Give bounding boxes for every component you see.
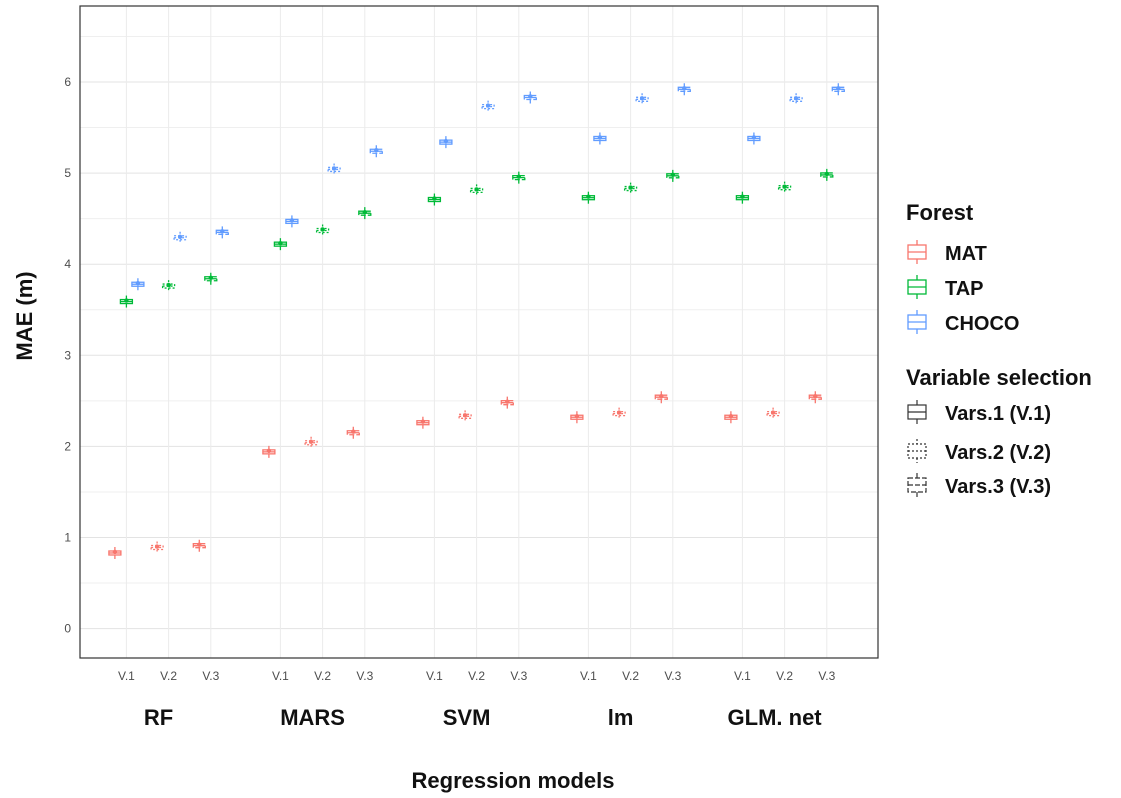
legend-key-vars3: [907, 473, 927, 497]
y-tick-label: 1: [64, 531, 71, 545]
box-choco: [677, 83, 691, 96]
box-tap: [469, 184, 484, 197]
box-choco: [173, 231, 187, 244]
box-tap: [315, 224, 330, 237]
box-mat: [108, 546, 122, 559]
legend-variable-title: Variable selection: [906, 365, 1092, 390]
box-mat: [192, 539, 206, 552]
box-mat: [570, 411, 584, 424]
box-choco: [131, 278, 145, 291]
box-choco: [215, 226, 229, 239]
x-tick-label: V.1: [580, 669, 597, 683]
x-tick-label: V.1: [734, 669, 751, 683]
box-tap: [358, 207, 372, 220]
box-mat: [262, 445, 276, 458]
plot-frame: [79, 5, 879, 659]
x-tick-label: V.2: [776, 669, 793, 683]
legend-label-mat: MAT: [945, 243, 987, 265]
y-tick-labels: 0 1 2 3 4 5 6: [64, 75, 71, 636]
box-mat: [612, 407, 626, 420]
legend-label-choco: CHOCO: [945, 313, 1019, 335]
y-tick-label: 3: [64, 348, 71, 362]
box-tap: [581, 191, 596, 204]
grid-layer: [80, 6, 878, 658]
model-labels: RF MARS SVM lm GLM. net: [144, 705, 822, 730]
box-choco: [789, 93, 803, 106]
box-choco: [481, 100, 495, 113]
y-tick-label: 4: [64, 257, 71, 271]
x-tick-label: V.3: [664, 669, 681, 683]
x-tick-label: V.3: [510, 669, 527, 683]
box-choco: [327, 163, 341, 176]
box-mat: [500, 396, 514, 409]
model-label: lm: [608, 705, 634, 730]
model-label: SVM: [443, 705, 491, 730]
box-tap: [119, 295, 134, 308]
legend-label-vars3: Vars.3 (V.3): [945, 476, 1051, 498]
y-axis-title: MAE (m): [12, 271, 37, 360]
x-tick-label: V.1: [426, 669, 443, 683]
box-mat: [346, 426, 360, 439]
box-mat: [654, 391, 668, 404]
x-tick-label: V.2: [468, 669, 485, 683]
box-choco: [523, 91, 537, 104]
box-tap: [427, 193, 442, 206]
box-mat: [416, 416, 430, 429]
box-tap: [666, 169, 680, 182]
legend-key-mat: [907, 240, 927, 264]
box-tap: [777, 181, 792, 194]
model-label: MARS: [280, 705, 345, 730]
box-choco: [285, 215, 299, 228]
model-label: RF: [144, 705, 173, 730]
x-tick-label: V.2: [314, 669, 331, 683]
y-tick-label: 5: [64, 166, 71, 180]
box-tap: [820, 168, 834, 181]
legend-label-tap: TAP: [945, 278, 984, 300]
legend-forest: MAT TAP CHOCO: [907, 240, 1019, 335]
model-label: GLM. net: [728, 705, 823, 730]
box-mat: [808, 391, 822, 404]
y-tick-label: 0: [64, 622, 71, 636]
box-choco: [831, 83, 845, 96]
x-tick-label: V.1: [118, 669, 135, 683]
x-tick-labels: V.1 V.2 V.3 V.1 V.2 V.3 V.1 V.2 V.3 V.1 V.2 V.3 V.1 V…: [118, 669, 836, 683]
x-tick-label: V.1: [272, 669, 289, 683]
box-tap: [161, 280, 176, 293]
box-mat: [724, 411, 738, 424]
box-mat: [150, 541, 164, 554]
box-tap: [204, 272, 218, 285]
box-tap: [735, 191, 750, 204]
legend-key-choco: [907, 310, 927, 334]
legend-forest-title: Forest: [906, 200, 974, 225]
y-tick-label: 6: [64, 75, 71, 89]
x-tick-label: V.2: [160, 669, 177, 683]
box-tap: [512, 171, 526, 184]
legend-key-vars1: [907, 400, 927, 424]
x-tick-label: V.3: [818, 669, 835, 683]
x-axis-title: Regression models: [412, 768, 615, 793]
legend-key-vars2: [907, 439, 927, 463]
box-choco: [635, 93, 649, 106]
legend-label-vars1: Vars.1 (V.1): [945, 403, 1051, 425]
legend-key-tap: [907, 275, 927, 299]
box-choco: [369, 145, 383, 158]
x-tick-label: V.3: [202, 669, 219, 683]
y-tick-label: 2: [64, 439, 71, 453]
marks-layer: [108, 83, 845, 559]
box-tap: [273, 238, 288, 251]
legend-variable: Vars.1 (V.1) Vars.2 (V.2) Vars.3 (V.3): [907, 400, 1051, 498]
box-tap: [623, 182, 638, 195]
x-tick-label: V.3: [356, 669, 373, 683]
box-mat: [458, 410, 472, 423]
box-mat: [304, 436, 318, 449]
box-choco: [439, 136, 453, 149]
box-choco: [747, 132, 761, 145]
box-choco: [593, 132, 607, 145]
box-mat: [766, 407, 780, 420]
x-tick-label: V.2: [622, 669, 639, 683]
legend-label-vars2: Vars.2 (V.2): [945, 442, 1051, 464]
